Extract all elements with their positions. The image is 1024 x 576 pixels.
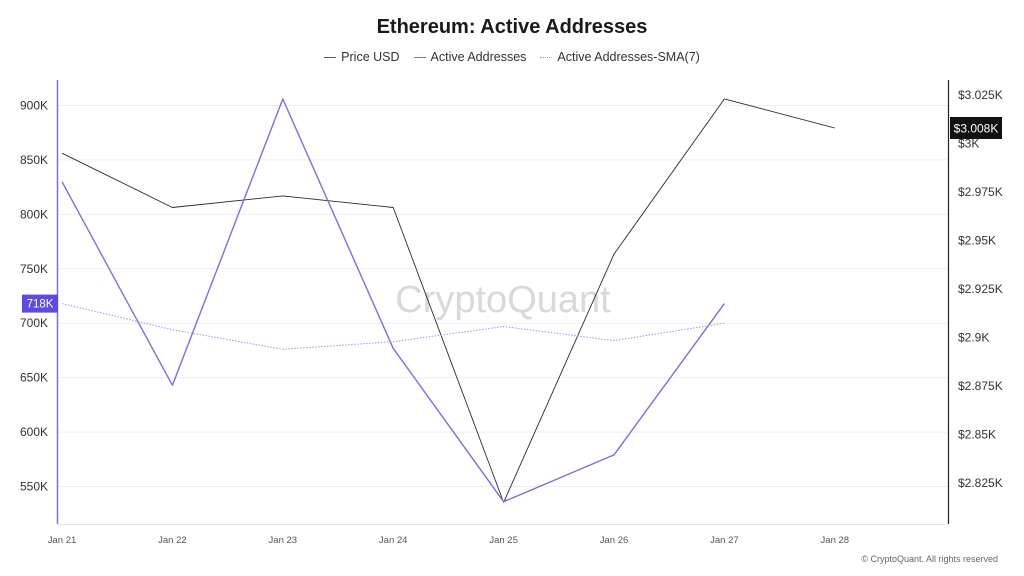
left-axis-tick-label: 850K <box>20 153 48 167</box>
legend-swatch-price <box>324 56 337 58</box>
left-axis-tick-label: 750K <box>20 262 48 276</box>
right-axis-tick-label: $2.95K <box>958 234 996 248</box>
right-axis-tick-label: $2.975K <box>958 185 1003 199</box>
legend-label-price: Price USD <box>341 50 400 64</box>
right-value-badge <box>950 116 1002 139</box>
legend-item-sma[interactable]: Active Addresses-SMA(7) <box>540 50 700 64</box>
x-axis-tick-label: Jan 26 <box>600 535 629 546</box>
left-axis-tick-label: 600K <box>20 425 48 439</box>
watermark: CryptoQuant <box>395 279 611 321</box>
legend-swatch-sma <box>540 56 553 58</box>
sma-line <box>61 303 725 350</box>
right-axis-tick-label: $2.875K <box>958 379 1003 393</box>
left-value-badge-text: 718K <box>27 299 54 311</box>
series-layer <box>61 98 835 503</box>
grid-layer <box>58 105 948 487</box>
price-usd-line <box>61 98 835 503</box>
x-axis-tick-label: Jan 28 <box>821 535 850 546</box>
legend-label-sma: Active Addresses-SMA(7) <box>557 50 700 64</box>
legend: Price USD Active Addresses Active Addres… <box>0 50 1024 64</box>
copyright-text: © CryptoQuant. All rights reserved <box>861 554 998 564</box>
x-axis-tick-label: Jan 24 <box>379 535 408 546</box>
right-axis-tick-label: $3.025K <box>958 88 1003 102</box>
right-axis-tick-label: $2.9K <box>958 331 989 345</box>
left-axis-tick-label: 650K <box>20 371 48 385</box>
left-axis-tick-label: 900K <box>20 99 48 113</box>
left-axis-tick-label: 700K <box>20 316 48 330</box>
x-axis-tick-label: Jan 22 <box>158 535 187 546</box>
chart-title: Ethereum: Active Addresses <box>376 16 648 38</box>
right-axis-tick-label: $2.925K <box>958 282 1003 296</box>
right-axis-tick-label: $2.85K <box>958 428 996 442</box>
left-value-badge <box>22 294 58 313</box>
axis-layer: 550K 600K 650K 700K 750K 800K 850K 900K $2.825K $… <box>20 80 1003 546</box>
legend-item-active-addresses[interactable]: Active Addresses <box>413 50 527 64</box>
legend-label-active-addresses: Active Addresses <box>430 50 527 64</box>
legend-item-price[interactable]: Price USD <box>324 50 400 64</box>
left-axis-tick-label: 550K <box>20 480 48 494</box>
legend-swatch-active-addresses <box>413 56 426 58</box>
left-axis-tick-label: 800K <box>20 207 48 221</box>
active-addresses-line <box>61 98 725 503</box>
right-axis-tick-label: $2.825K <box>958 476 1003 490</box>
badge-layer: 718K $3.008K <box>22 116 1002 313</box>
x-axis-tick-label: Jan 21 <box>48 535 77 546</box>
right-axis-tick-label: $3K <box>958 137 979 151</box>
x-axis-tick-label: Jan 27 <box>710 535 739 546</box>
x-axis-tick-label: Jan 25 <box>489 535 518 546</box>
x-axis-tick-label: Jan 23 <box>269 535 298 546</box>
right-value-badge-text: $3.008K <box>954 121 999 135</box>
